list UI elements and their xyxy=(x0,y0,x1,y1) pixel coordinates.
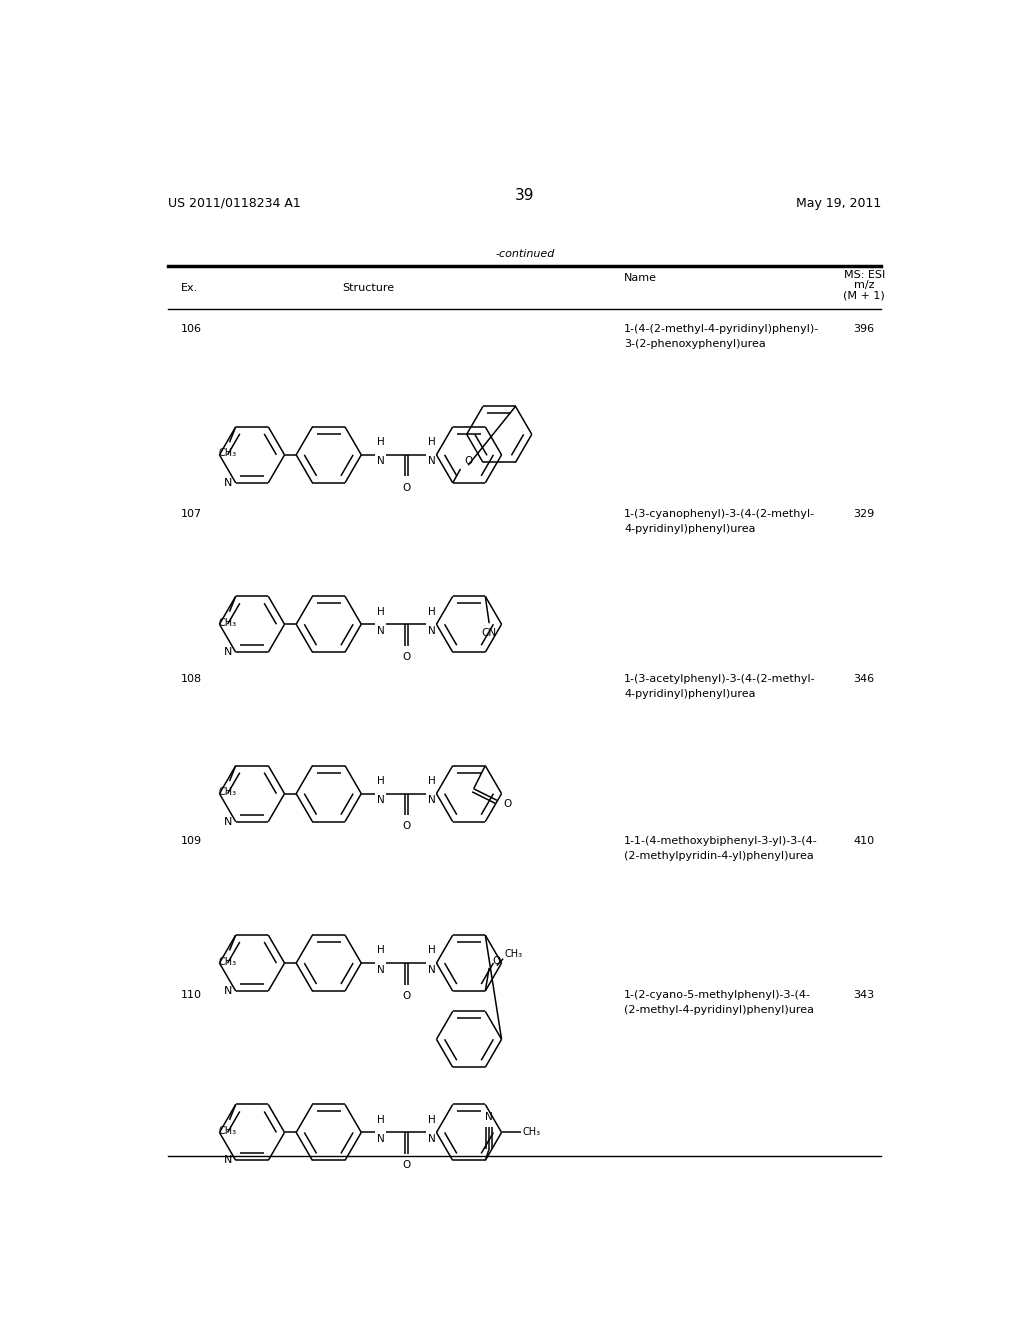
Text: 109: 109 xyxy=(180,836,202,846)
Text: O: O xyxy=(464,455,473,466)
Text: H: H xyxy=(428,1115,435,1125)
Text: N: N xyxy=(428,1134,435,1144)
Text: H: H xyxy=(377,437,385,447)
Text: CN: CN xyxy=(481,628,497,638)
Text: Structure: Structure xyxy=(342,282,394,293)
Text: CH₃: CH₃ xyxy=(219,787,237,797)
Text: H: H xyxy=(377,1115,385,1125)
Text: N: N xyxy=(224,817,232,826)
Text: CH₃: CH₃ xyxy=(219,449,237,458)
Text: N: N xyxy=(224,986,232,997)
Text: H: H xyxy=(428,945,435,956)
Text: 1-(3-cyanophenyl)-3-(4-(2-methyl-
4-pyridinyl)phenyl)urea: 1-(3-cyanophenyl)-3-(4-(2-methyl- 4-pyri… xyxy=(624,508,815,533)
Text: 110: 110 xyxy=(180,990,202,1001)
Text: CH₃: CH₃ xyxy=(505,949,523,960)
Text: O: O xyxy=(402,483,411,492)
Text: Name: Name xyxy=(624,273,657,282)
Text: N: N xyxy=(377,1134,385,1144)
Text: CH₃: CH₃ xyxy=(219,618,237,628)
Text: 329: 329 xyxy=(854,508,874,519)
Text: -continued: -continued xyxy=(496,249,554,259)
Text: H: H xyxy=(377,607,385,616)
Text: CH₃: CH₃ xyxy=(522,1127,541,1138)
Text: 39: 39 xyxy=(515,187,535,203)
Text: May 19, 2011: May 19, 2011 xyxy=(796,197,882,210)
Text: N: N xyxy=(428,965,435,974)
Text: 396: 396 xyxy=(854,323,874,334)
Text: N: N xyxy=(428,795,435,805)
Text: N: N xyxy=(428,626,435,636)
Text: N: N xyxy=(428,457,435,466)
Text: 346: 346 xyxy=(854,675,874,684)
Text: 1-(4-(2-methyl-4-pyridinyl)phenyl)-
3-(2-phenoxyphenyl)urea: 1-(4-(2-methyl-4-pyridinyl)phenyl)- 3-(2… xyxy=(624,323,819,348)
Text: 1-(3-acetylphenyl)-3-(4-(2-methyl-
4-pyridinyl)phenyl)urea: 1-(3-acetylphenyl)-3-(4-(2-methyl- 4-pyr… xyxy=(624,675,816,700)
Text: O: O xyxy=(503,799,511,809)
Text: O: O xyxy=(402,1160,411,1170)
Text: US 2011/0118234 A1: US 2011/0118234 A1 xyxy=(168,197,301,210)
Text: N: N xyxy=(224,647,232,657)
Text: H: H xyxy=(377,945,385,956)
Text: 410: 410 xyxy=(854,836,874,846)
Text: 107: 107 xyxy=(180,508,202,519)
Text: N: N xyxy=(224,1155,232,1166)
Text: N: N xyxy=(377,457,385,466)
Text: MS: ESI: MS: ESI xyxy=(844,271,885,280)
Text: m/z: m/z xyxy=(854,280,874,290)
Text: 106: 106 xyxy=(180,323,202,334)
Text: N: N xyxy=(377,795,385,805)
Text: CH₃: CH₃ xyxy=(219,1126,237,1137)
Text: H: H xyxy=(377,776,385,785)
Text: 108: 108 xyxy=(180,675,202,684)
Text: 1-1-(4-methoxybiphenyl-3-yl)-3-(4-
(2-methylpyridin-4-yl)phenyl)urea: 1-1-(4-methoxybiphenyl-3-yl)-3-(4- (2-me… xyxy=(624,836,818,861)
Text: O: O xyxy=(493,956,501,966)
Text: 343: 343 xyxy=(854,990,874,1001)
Text: N: N xyxy=(485,1111,493,1122)
Text: (M + 1): (M + 1) xyxy=(844,290,885,301)
Text: 1-(2-cyano-5-methylphenyl)-3-(4-
(2-methyl-4-pyridinyl)phenyl)urea: 1-(2-cyano-5-methylphenyl)-3-(4- (2-meth… xyxy=(624,990,814,1015)
Text: Ex.: Ex. xyxy=(180,282,198,293)
Text: N: N xyxy=(224,478,232,488)
Text: O: O xyxy=(402,821,411,832)
Text: H: H xyxy=(428,776,435,785)
Text: H: H xyxy=(428,607,435,616)
Text: N: N xyxy=(377,626,385,636)
Text: CH₃: CH₃ xyxy=(219,957,237,966)
Text: O: O xyxy=(402,991,411,1001)
Text: O: O xyxy=(402,652,411,661)
Text: N: N xyxy=(377,965,385,974)
Text: H: H xyxy=(428,437,435,447)
